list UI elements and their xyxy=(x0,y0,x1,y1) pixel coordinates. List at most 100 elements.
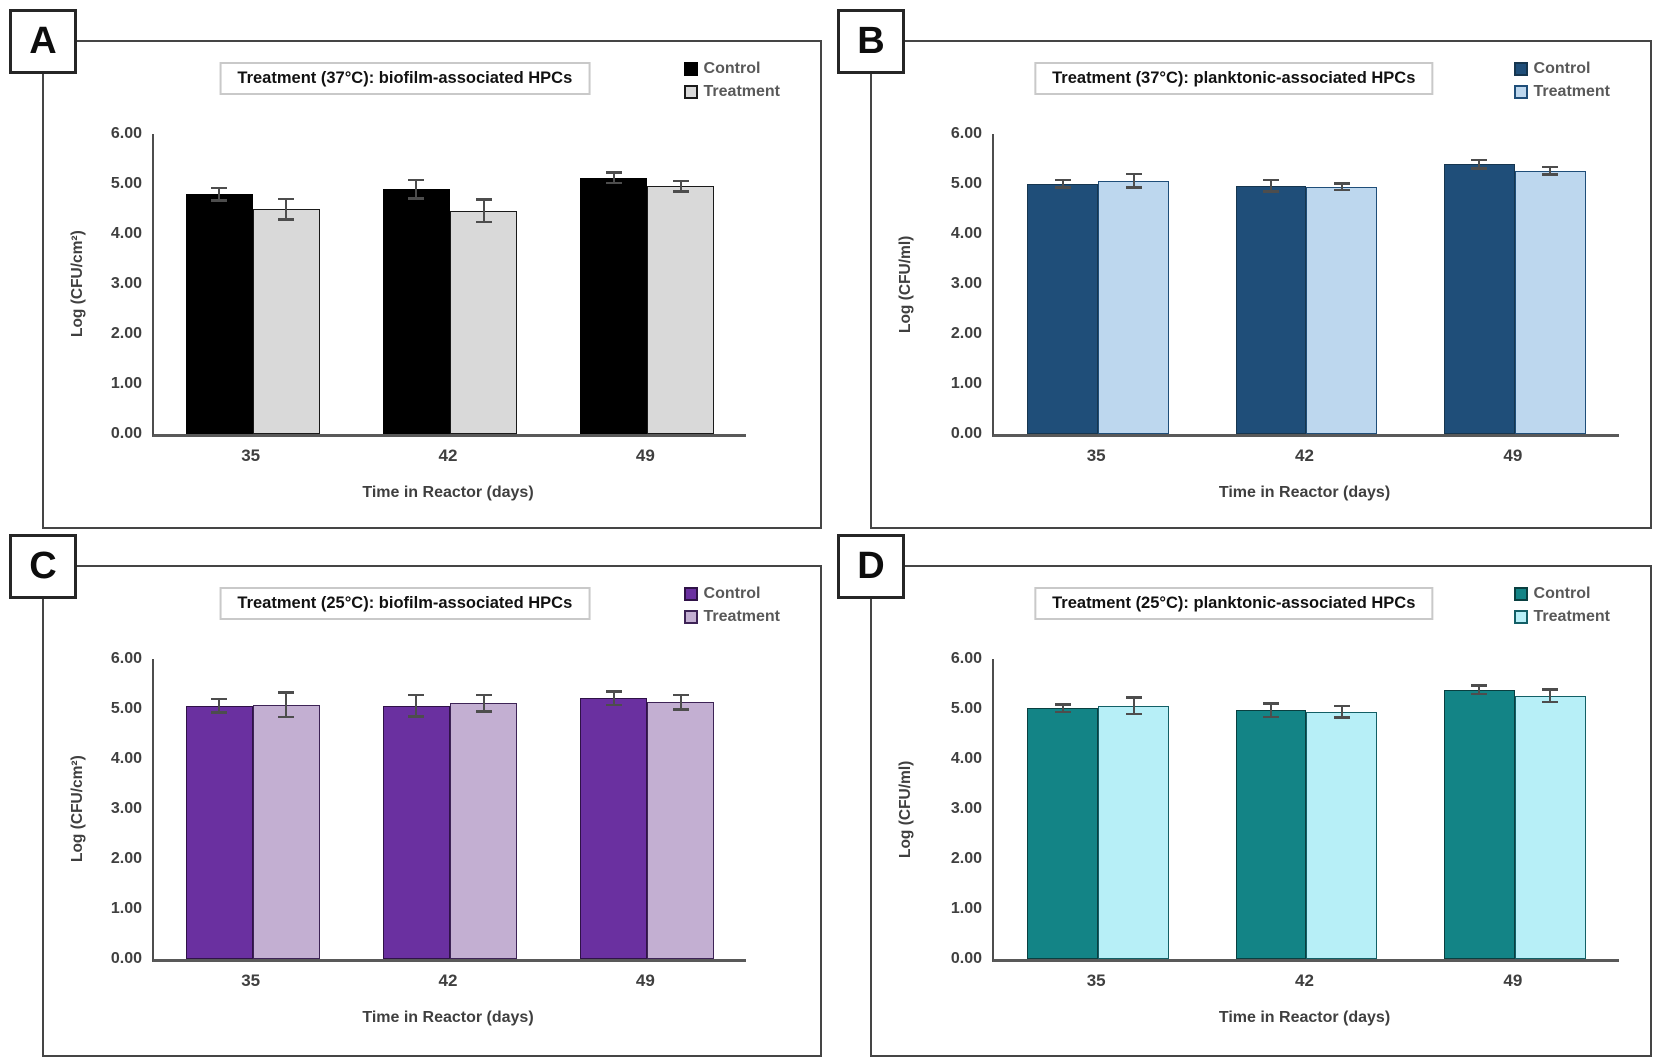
y-tick-label: 2.00 xyxy=(950,325,982,342)
y-tick-label: 5.00 xyxy=(110,175,142,192)
x-category-label: 49 xyxy=(1503,446,1523,465)
y-axis-ticks: 6.00 5.00 4.00 3.00 2.00 1.00 0.00 xyxy=(872,125,982,442)
bar xyxy=(1098,180,1169,434)
panel-C: C Treatment (25°C): biofilm-associated H… xyxy=(9,534,822,1057)
bar-control-day35 xyxy=(185,659,253,959)
x-category-label: 42 xyxy=(1295,446,1314,465)
x-axis-title: Time in Reactor (days) xyxy=(362,484,534,501)
legend-item: Treatment xyxy=(1513,83,1610,101)
bar xyxy=(580,177,648,434)
y-tick-label: 0.00 xyxy=(950,950,982,967)
bar xyxy=(1514,170,1586,434)
y-axis-ticks: 6.00 5.00 4.00 3.00 2.00 1.00 0.00 xyxy=(872,650,982,967)
x-category-label: 35 xyxy=(1086,446,1106,465)
error-bar xyxy=(475,693,492,713)
bar-treatment-day35 xyxy=(252,134,320,434)
y-tick-label: 6.00 xyxy=(950,125,982,142)
x-axis-categories: 35 42 49 xyxy=(152,446,744,466)
bar xyxy=(449,703,518,959)
bar-group xyxy=(351,134,548,434)
legend-label: Control xyxy=(703,60,761,77)
legend-swatch-icon xyxy=(1513,587,1528,601)
x-axis-title: Time in Reactor (days) xyxy=(1218,484,1391,501)
y-tick-label: 3.00 xyxy=(110,275,142,292)
bar xyxy=(1443,689,1515,959)
legend-swatch-icon xyxy=(1513,85,1528,99)
panel-letter-badge: D xyxy=(837,534,905,599)
y-tick-label: 4.00 xyxy=(950,750,982,767)
bar-treatment-day35 xyxy=(1098,134,1169,434)
legend-label: Treatment xyxy=(703,608,780,625)
error-bar xyxy=(278,197,295,221)
x-category-label: 35 xyxy=(1086,971,1106,990)
y-axis-ticks: 6.00 5.00 4.00 3.00 2.00 1.00 0.00 xyxy=(44,650,142,967)
x-axis-title: Time in Reactor (days) xyxy=(362,1009,534,1026)
bar-treatment-day42 xyxy=(1306,659,1378,959)
bar-treatment-day49 xyxy=(1514,134,1586,434)
bar-treatment-day42 xyxy=(449,659,518,959)
chart-title: Treatment (25°C): biofilm-associated HPC… xyxy=(219,587,591,620)
bar-control-day35 xyxy=(1027,659,1099,959)
legend-swatch-icon xyxy=(683,610,698,624)
error-bar xyxy=(408,178,425,200)
bar xyxy=(382,189,450,434)
x-category-label: 49 xyxy=(635,446,655,465)
legend-item: Control xyxy=(683,60,780,78)
x-category-label: 42 xyxy=(438,971,458,990)
x-category-label: 42 xyxy=(438,446,458,465)
bar-group xyxy=(154,134,351,434)
legend-label: Control xyxy=(1533,60,1591,77)
y-tick-label: 2.00 xyxy=(950,850,982,867)
bar-group xyxy=(994,659,1202,959)
bar-control-day42 xyxy=(382,659,450,959)
y-tick-label: 5.00 xyxy=(950,175,982,192)
panel-A: A Treatment (37°C): biofilm-associated H… xyxy=(9,9,822,529)
error-bar xyxy=(1333,182,1350,191)
plot-area xyxy=(992,659,1619,962)
plot-area xyxy=(152,134,746,437)
error-bar xyxy=(408,693,425,718)
bar-control-day42 xyxy=(1235,659,1307,959)
plot-area xyxy=(992,134,1619,437)
legend: Control Treatment xyxy=(1513,585,1610,626)
error-bar xyxy=(1054,178,1071,189)
legend-swatch-icon xyxy=(683,62,698,76)
bar xyxy=(1098,705,1169,959)
x-axis-categories: 35 42 49 xyxy=(152,971,744,991)
y-tick-label: 2.00 xyxy=(110,850,142,867)
legend-label: Control xyxy=(703,585,761,602)
x-axis-categories: 35 42 49 xyxy=(992,446,1617,466)
bar-control-day49 xyxy=(580,659,648,959)
error-bar xyxy=(1542,165,1559,176)
bar-control-day35 xyxy=(1027,134,1099,434)
y-tick-label: 3.00 xyxy=(950,275,982,292)
chart-title: Treatment (37°C): planktonic-associated … xyxy=(1034,62,1434,95)
legend-item: Treatment xyxy=(683,83,780,101)
bar xyxy=(382,705,450,959)
error-bar xyxy=(1471,684,1488,695)
bar-treatment-day49 xyxy=(1514,659,1586,959)
bar-group xyxy=(994,134,1202,434)
panel-D: D Treatment (25°C): planktonic-associate… xyxy=(837,534,1652,1057)
legend-item: Treatment xyxy=(1513,608,1610,626)
error-bar xyxy=(605,171,622,184)
bar xyxy=(1306,186,1378,434)
y-tick-label: 2.00 xyxy=(110,325,142,342)
legend-item: Control xyxy=(1513,585,1610,603)
panel-letter-badge: B xyxy=(837,9,905,74)
bar-control-day35 xyxy=(185,134,253,434)
error-bar xyxy=(672,179,689,193)
legend-item: Treatment xyxy=(683,608,780,626)
y-axis-ticks: 6.00 5.00 4.00 3.00 2.00 1.00 0.00 xyxy=(44,125,142,442)
y-tick-label: 1.00 xyxy=(950,375,982,392)
chart-title: Treatment (25°C): planktonic-associated … xyxy=(1034,587,1434,620)
bar-group xyxy=(1202,659,1410,959)
bar xyxy=(1235,185,1307,434)
error-bar xyxy=(1333,704,1350,719)
bar xyxy=(1306,711,1378,959)
panel-letter-badge: A xyxy=(9,9,77,74)
legend-swatch-icon xyxy=(683,85,698,99)
bar-treatment-day42 xyxy=(449,134,518,434)
bar-treatment-day42 xyxy=(1306,134,1378,434)
